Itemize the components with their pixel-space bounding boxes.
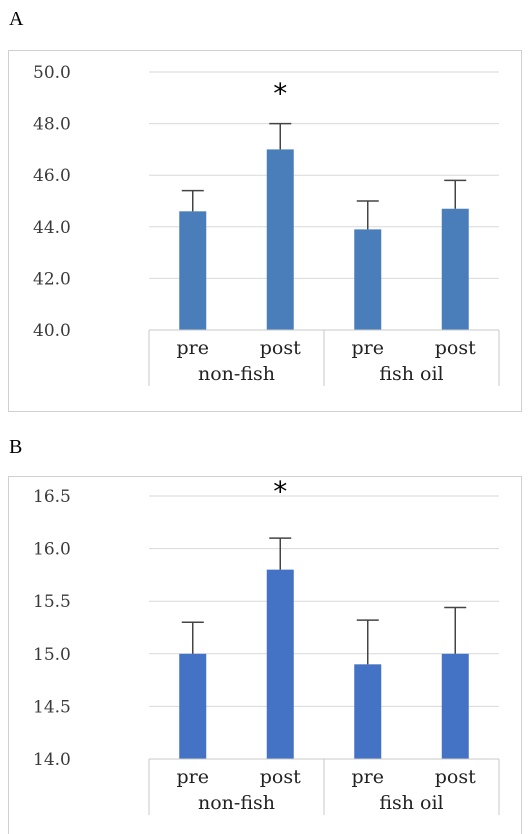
chart-a-category-label: pre — [177, 337, 210, 359]
chart-b-category-label: pre — [352, 766, 385, 788]
chart-b-category-label: post — [435, 766, 476, 788]
chart-a-y-tick-label: 48.0 — [33, 115, 71, 135]
chart-a-category-label: pre — [352, 337, 385, 359]
chart-a-bar — [179, 211, 207, 330]
chart-a-bar — [354, 229, 382, 330]
chart-a-category-label: post — [435, 337, 476, 359]
chart-a-category-label: post — [260, 337, 301, 359]
chart-b-bar — [266, 569, 294, 759]
chart-a-bar — [441, 208, 469, 330]
chart-b-y-tick-label: 16.0 — [33, 540, 71, 560]
chart-a-plot: 40.0 42.0 44.0 46.0 48.0 50.0 * pre post pre post n… — [33, 63, 500, 386]
chart-a-y-tick-label: 40.0 — [33, 321, 71, 341]
chart-b-bar — [441, 653, 469, 759]
panel-a-label: A — [9, 8, 24, 30]
chart-a-group-label: fish oil — [379, 363, 443, 385]
chart-b-bar — [179, 653, 207, 759]
chart-b-y-tick-label: 15.0 — [33, 645, 71, 665]
chart-b-group-label: non-fish — [198, 792, 275, 814]
chart-b: 14.0 14.5 15.0 15.5 16.0 16.5 * pre post pre post n… — [8, 476, 522, 834]
chart-a-y-tick-label: 46.0 — [33, 166, 71, 186]
chart-b-group-label: fish oil — [379, 792, 443, 814]
chart-a-y-tick-label: 50.0 — [33, 63, 71, 83]
chart-a-y-tick-label: 44.0 — [33, 218, 71, 238]
chart-b-category-label: pre — [177, 766, 210, 788]
chart-b-y-tick-label: 14.5 — [33, 697, 71, 717]
chart-b-significance-star: * — [273, 477, 287, 508]
chart-b-plot: 14.0 14.5 15.0 15.5 16.0 16.5 * pre post pre post n… — [33, 477, 500, 815]
chart-a-y-tick-label: 42.0 — [33, 269, 71, 289]
chart-b-category-label: post — [260, 766, 301, 788]
chart-a-bar — [266, 149, 294, 330]
chart-b-y-tick-label: 14.0 — [33, 750, 71, 770]
chart-b-y-tick-label: 16.5 — [33, 487, 71, 507]
chart-b-bar — [354, 664, 382, 759]
panel-b-label: B — [9, 436, 23, 458]
chart-a: 40.0 42.0 44.0 46.0 48.0 50.0 * pre post pre post n… — [8, 50, 522, 412]
chart-a-group-label: non-fish — [198, 363, 275, 385]
chart-a-significance-star: * — [273, 77, 287, 110]
chart-b-y-tick-label: 15.5 — [33, 592, 71, 612]
